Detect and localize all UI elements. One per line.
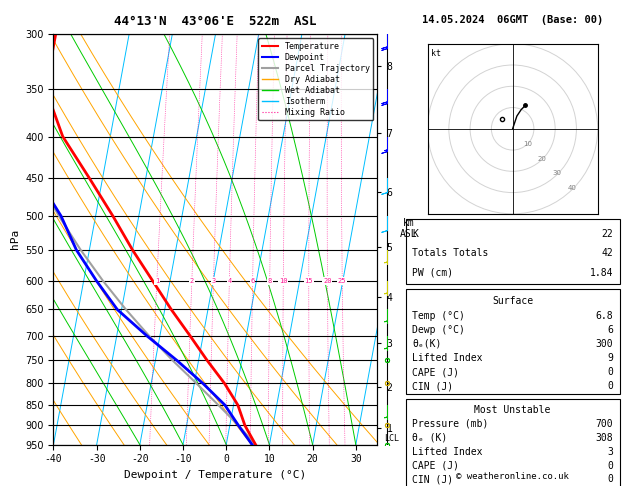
Text: PW (cm): PW (cm) (412, 268, 454, 278)
Text: 22: 22 (601, 228, 613, 239)
Text: 44°13'N  43°06'E  522m  ASL: 44°13'N 43°06'E 522m ASL (114, 15, 316, 28)
Text: 30: 30 (553, 171, 562, 176)
Text: 700: 700 (596, 419, 613, 429)
Text: Surface: Surface (492, 296, 533, 307)
Text: 308: 308 (596, 433, 613, 443)
Text: Totals Totals: Totals Totals (412, 248, 489, 258)
Text: θₑ (K): θₑ (K) (412, 433, 447, 443)
Text: 8: 8 (267, 278, 272, 284)
Text: 0: 0 (607, 367, 613, 377)
Text: CIN (J): CIN (J) (412, 474, 454, 485)
Text: 0: 0 (607, 461, 613, 470)
Text: Lifted Index: Lifted Index (412, 353, 482, 363)
Text: 20: 20 (323, 278, 331, 284)
Text: 0: 0 (607, 381, 613, 391)
Text: K: K (412, 228, 418, 239)
Text: 6.8: 6.8 (596, 311, 613, 321)
Text: 14.05.2024  06GMT  (Base: 00): 14.05.2024 06GMT (Base: 00) (422, 15, 603, 25)
Text: Dewp (°C): Dewp (°C) (412, 325, 465, 335)
Text: 0: 0 (607, 474, 613, 485)
Text: 10: 10 (279, 278, 287, 284)
Legend: Temperature, Dewpoint, Parcel Trajectory, Dry Adiabat, Wet Adiabat, Isotherm, Mi: Temperature, Dewpoint, Parcel Trajectory… (259, 38, 373, 121)
Text: Pressure (mb): Pressure (mb) (412, 419, 489, 429)
Text: 4: 4 (227, 278, 231, 284)
Y-axis label: km
ASL: km ASL (400, 218, 418, 239)
Text: Lifted Index: Lifted Index (412, 447, 482, 457)
Text: CAPE (J): CAPE (J) (412, 367, 459, 377)
Text: 1.84: 1.84 (589, 268, 613, 278)
Text: 20: 20 (538, 156, 547, 161)
Text: 42: 42 (601, 248, 613, 258)
Text: 40: 40 (568, 185, 577, 191)
Text: Most Unstable: Most Unstable (474, 405, 551, 415)
Text: 1: 1 (155, 278, 159, 284)
Text: θₑ(K): θₑ(K) (412, 339, 442, 349)
Text: 3: 3 (211, 278, 216, 284)
Text: CAPE (J): CAPE (J) (412, 461, 459, 470)
Text: 25: 25 (338, 278, 347, 284)
Text: CIN (J): CIN (J) (412, 381, 454, 391)
Text: 3: 3 (607, 447, 613, 457)
Text: 15: 15 (304, 278, 313, 284)
Text: Temp (°C): Temp (°C) (412, 311, 465, 321)
Text: 9: 9 (607, 353, 613, 363)
X-axis label: Dewpoint / Temperature (°C): Dewpoint / Temperature (°C) (125, 470, 306, 480)
Y-axis label: hPa: hPa (9, 229, 19, 249)
Text: LCL: LCL (384, 434, 399, 443)
Text: 2: 2 (190, 278, 194, 284)
Text: © weatheronline.co.uk: © weatheronline.co.uk (456, 472, 569, 481)
Text: 6: 6 (250, 278, 255, 284)
Text: kt: kt (431, 49, 441, 58)
Text: 300: 300 (596, 339, 613, 349)
Text: 6: 6 (607, 325, 613, 335)
Text: 10: 10 (523, 140, 532, 147)
